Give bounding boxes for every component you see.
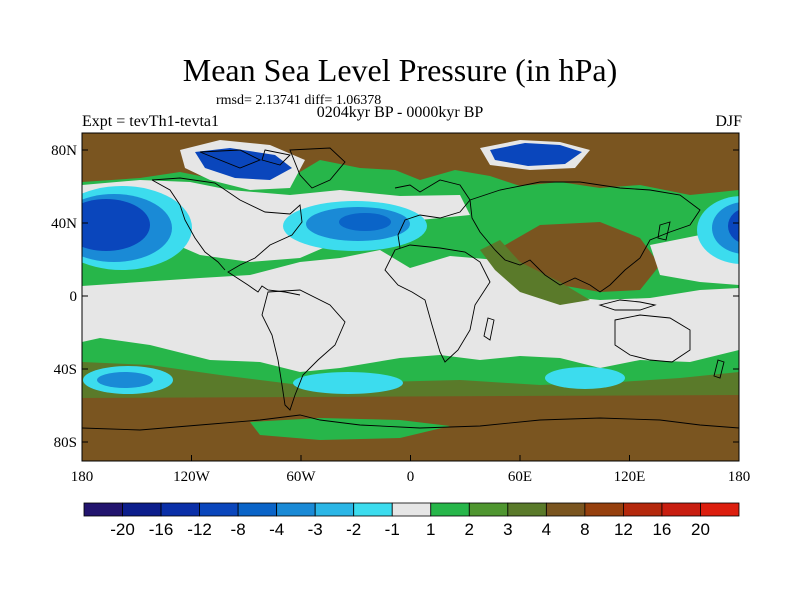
coast-new-zealand	[713, 359, 725, 379]
colorbar-swatch	[391, 502, 432, 517]
colorbar-swatch	[584, 502, 624, 517]
east-low-mid	[712, 202, 739, 254]
x-tick-60e: 60E	[508, 469, 532, 485]
rmsd-diff-stats: rmsd= 2.13741 diff= 1.06378	[216, 93, 382, 108]
colorbar-label: 8	[580, 520, 589, 539]
east-low-outer	[697, 196, 739, 264]
coast-indonesia	[598, 299, 657, 311]
colorbar-swatch	[507, 502, 547, 517]
south-neutral-band	[82, 250, 739, 372]
x-tick-marks	[81, 455, 740, 461]
x-tick-120w: 120W	[173, 469, 211, 485]
y-tick-80s: 80S	[54, 435, 77, 451]
coast-japan	[657, 221, 671, 241]
x-tick-180-west: 180	[71, 469, 94, 485]
x-tick-180-east: 180	[728, 469, 751, 485]
coast-antarctica	[82, 414, 739, 431]
colorbar-label: 3	[503, 520, 512, 539]
aleutian-low-core	[82, 199, 150, 251]
coast-australia	[614, 314, 691, 363]
colorbar-swatch	[199, 502, 239, 517]
colorbar-swatch	[314, 502, 355, 517]
y-tick-80n: 80N	[51, 143, 77, 159]
south-indian-low	[545, 367, 625, 389]
map-field	[82, 133, 739, 461]
colorbar-label: 4	[542, 520, 551, 539]
siberian-arctic-low-core	[490, 143, 582, 166]
colorbar-swatch	[160, 502, 200, 517]
y-tick-40n: 40N	[51, 216, 77, 232]
colorbar-label: -4	[269, 520, 284, 539]
colorbar-label: 20	[691, 520, 710, 539]
colorbar-label: -2	[346, 520, 361, 539]
atlantic-low-core	[339, 213, 391, 231]
colorbar: -20 -16 -12 -8 -4 -3 -2 -1 1 2 3 4 8 12 16 20	[83, 502, 740, 539]
colorbar-swatch	[353, 502, 393, 517]
time-range-subtitle: 0204kyr BP - 0000kyr BP	[316, 104, 484, 121]
colorbar-label: -1	[385, 520, 400, 539]
coast-south-america	[261, 289, 346, 411]
colorbar-swatch	[276, 502, 316, 517]
antarctic-green-patch	[250, 418, 450, 440]
colorbar-label: 2	[465, 520, 474, 539]
colorbar-label: -3	[308, 520, 323, 539]
coast-north-america	[151, 177, 303, 296]
x-tick-120e: 120E	[614, 469, 646, 485]
colorbar-label: -20	[110, 520, 135, 539]
colorbar-swatch	[83, 502, 123, 517]
coast-asia	[469, 181, 701, 293]
chart-title: Mean Sea Level Pressure (in hPa)	[182, 52, 618, 88]
colorbar-swatch	[237, 502, 278, 517]
coast-greenland	[289, 147, 346, 189]
colorbar-label: -16	[149, 520, 174, 539]
y-tick-marks	[82, 149, 739, 443]
colorbar-swatch	[623, 502, 663, 517]
south-pacific-low-core	[97, 372, 153, 388]
experiment-label: Expt = tevTh1-tevta1	[82, 113, 219, 130]
colorbar-swatch	[430, 502, 470, 517]
southern-ocean-transition	[82, 362, 739, 405]
coast-europe	[394, 179, 471, 249]
x-tick-0: 0	[407, 469, 415, 485]
south-atlantic-low	[293, 372, 403, 394]
canadian-arctic-low-core	[195, 148, 292, 180]
colorbar-swatch	[545, 502, 586, 517]
season-label: DJF	[715, 113, 742, 130]
colorbar-label: 12	[614, 520, 633, 539]
colorbar-label: 1	[426, 520, 435, 539]
coast-arctic-islands	[199, 149, 291, 169]
colorbar-label: -8	[231, 520, 246, 539]
colorbar-swatch	[661, 502, 701, 517]
coast-africa	[384, 244, 491, 363]
y-tick-0: 0	[70, 289, 78, 305]
east-low-core	[728, 209, 739, 243]
asia-dark-green-region	[480, 240, 590, 305]
coast-madagascar	[483, 317, 495, 341]
y-tick-40s: 40S	[54, 362, 77, 378]
colorbar-swatch	[122, 502, 162, 517]
colorbar-swatch	[700, 502, 740, 517]
coastlines	[82, 147, 739, 431]
colorbar-swatch	[468, 502, 509, 517]
colorbar-label: -12	[187, 520, 212, 539]
coast-north-america-west	[151, 179, 226, 271]
x-tick-60w: 60W	[286, 469, 316, 485]
colorbar-label: 16	[652, 520, 671, 539]
